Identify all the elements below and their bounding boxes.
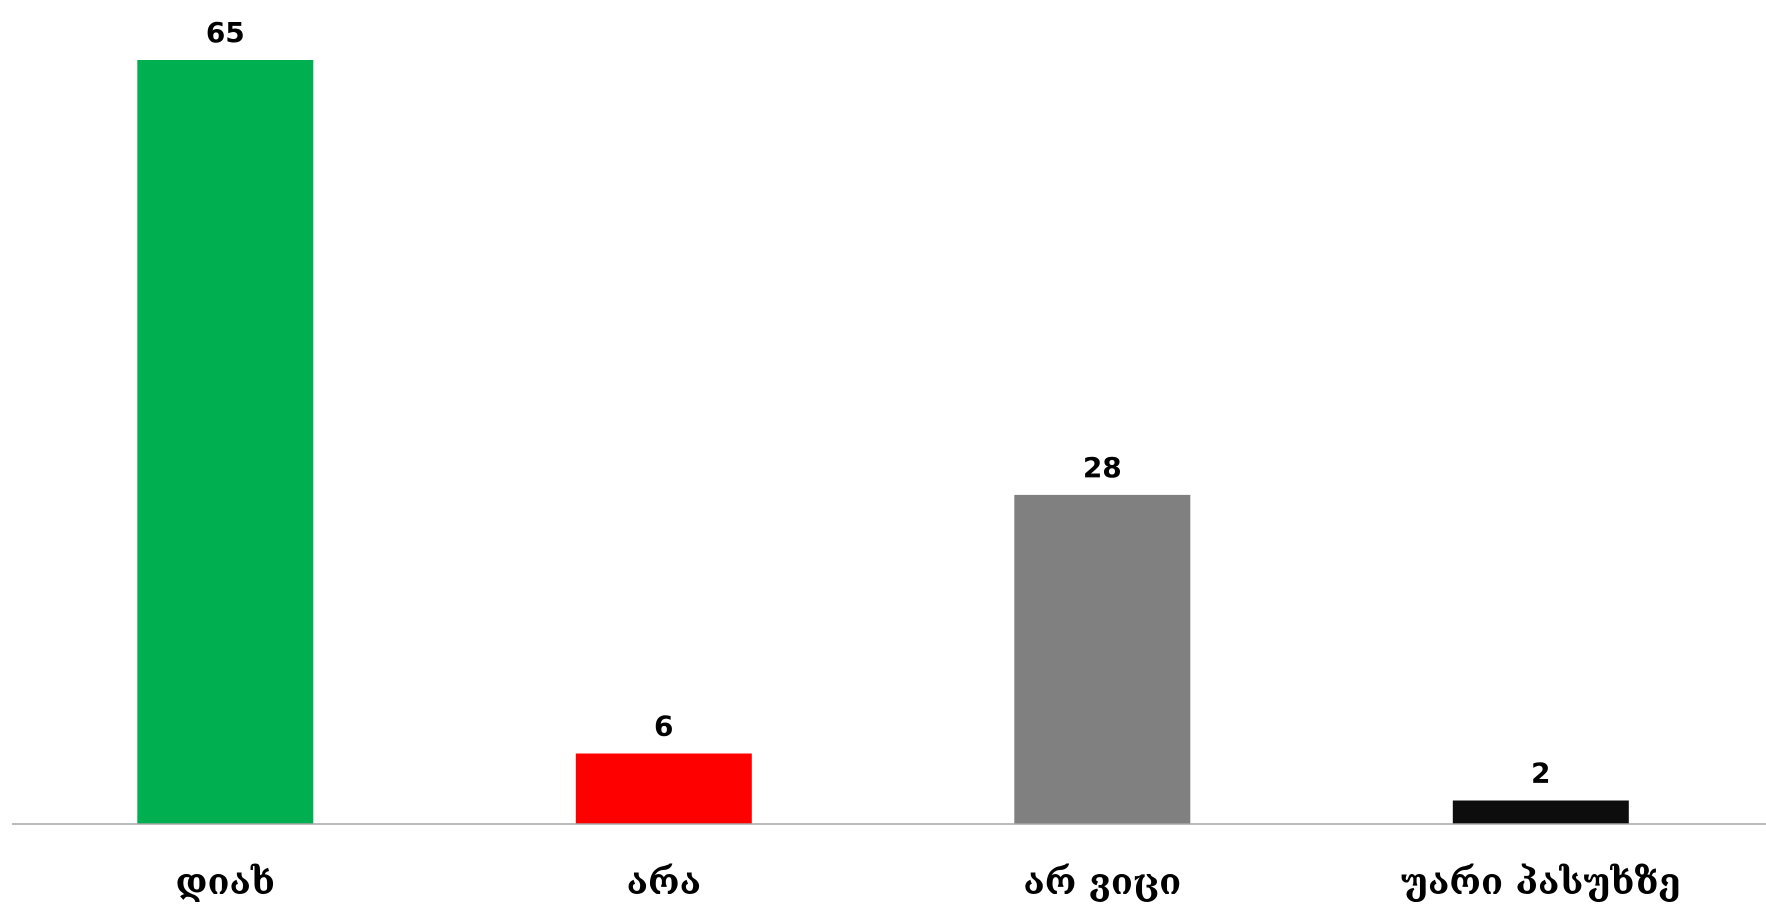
- category-label-3: არ ვიცი: [1023, 861, 1181, 903]
- bars-group: [137, 60, 1629, 824]
- bar-4: [1452, 800, 1629, 824]
- data-label-1: 65: [206, 16, 245, 49]
- bar-2: [575, 753, 752, 824]
- data-label-2: 6: [654, 710, 673, 743]
- category-labels-group: დიახ არა არ ვიცი უარი პასუხზე: [176, 861, 1681, 903]
- category-label-1: დიახ: [176, 861, 276, 903]
- data-label-3: 28: [1083, 451, 1122, 484]
- category-label-4: უარი პასუხზე: [1401, 861, 1681, 903]
- bar-1: [137, 60, 314, 824]
- data-label-4: 2: [1531, 757, 1550, 790]
- category-label-2: არა: [627, 861, 701, 903]
- value-labels-group: 65 6 28 2: [206, 16, 1551, 790]
- bar-3: [1014, 494, 1191, 824]
